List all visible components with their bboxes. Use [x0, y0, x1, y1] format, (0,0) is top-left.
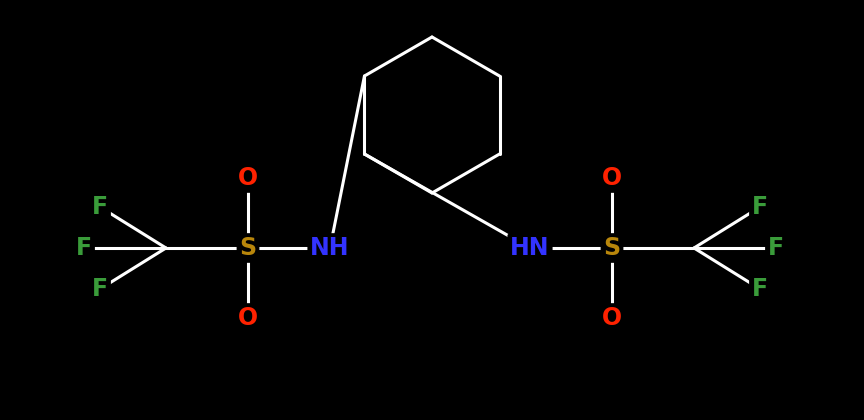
- Text: O: O: [602, 166, 622, 190]
- Text: S: S: [603, 236, 620, 260]
- Text: O: O: [238, 306, 258, 330]
- Text: S: S: [239, 236, 257, 260]
- Text: F: F: [752, 277, 768, 301]
- Text: HN: HN: [511, 236, 550, 260]
- Text: F: F: [768, 236, 784, 260]
- Text: O: O: [602, 306, 622, 330]
- Text: F: F: [92, 277, 108, 301]
- Text: F: F: [752, 195, 768, 219]
- Text: F: F: [92, 195, 108, 219]
- Text: F: F: [76, 236, 92, 260]
- Text: O: O: [238, 166, 258, 190]
- Text: NH: NH: [310, 236, 350, 260]
